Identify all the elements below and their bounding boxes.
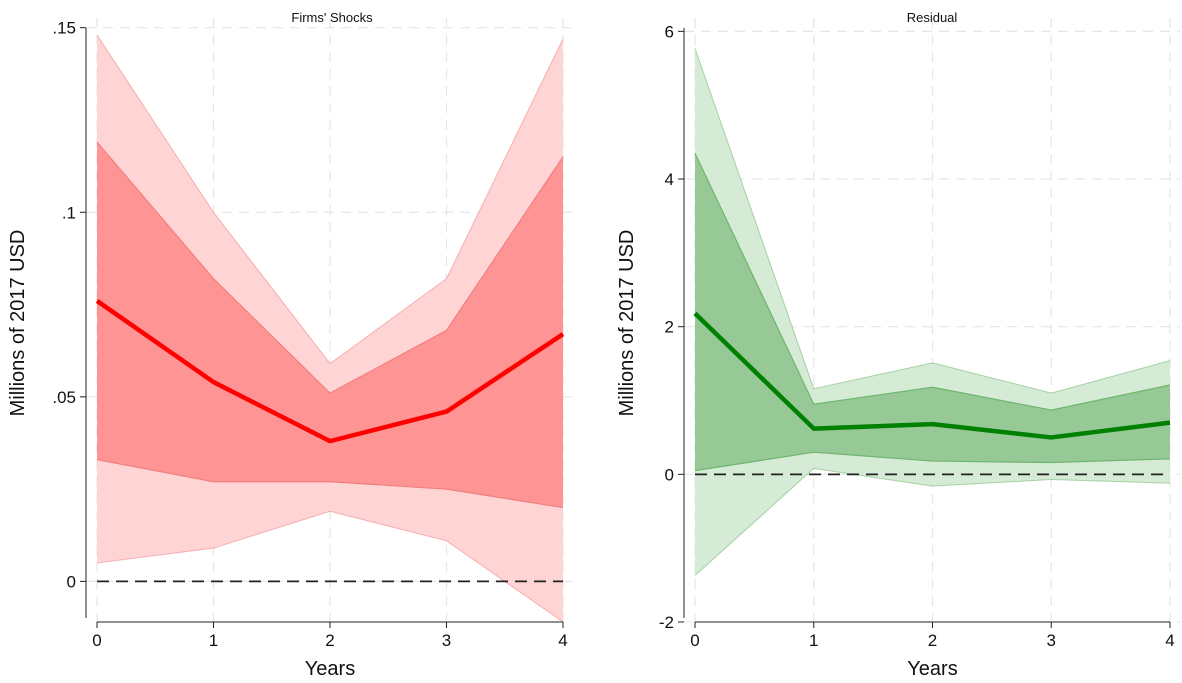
chart-panel-2: -2 0 2 4 6 0 1 2 3 4 Residual Years Millions of 2017… [616, 10, 1180, 680]
outer-band-upper-edge [694, 48, 1171, 394]
inner-confidence-band [695, 153, 1170, 471]
y-tick-label: 0 [67, 572, 76, 591]
y-tick-label: .1 [62, 203, 76, 222]
chart-panel-1: 0 .05 .1 .15 0 1 2 3 4 Firms' Shocks Years Millions… [7, 10, 573, 680]
x-tick-label: 0 [92, 631, 101, 650]
x-tick-label: 2 [928, 631, 937, 650]
y-tick-label: .15 [52, 19, 76, 38]
inner-confidence-band [97, 142, 563, 508]
outer-band-lower-edge [96, 510, 564, 623]
x-tick-label: 1 [209, 631, 218, 650]
x-axis-label: Years [907, 658, 957, 680]
inner-band-lower-edge [694, 451, 1171, 472]
y-axis-label: Millions of 2017 USD [616, 230, 638, 417]
outer-band-lower-edge [694, 467, 1171, 576]
x-tick-label: 4 [558, 631, 567, 650]
x-tick-label: 4 [1165, 631, 1174, 650]
x-tick-label: 3 [1047, 631, 1056, 650]
panel-title: Residual [907, 10, 958, 25]
x-axis-label: Years [305, 658, 355, 680]
y-tick-label: .05 [52, 388, 76, 407]
point-estimate-line [95, 299, 565, 444]
y-tick-label: 4 [665, 170, 674, 189]
inner-band-upper-edge [694, 152, 1171, 411]
y-tick-label: 6 [665, 22, 674, 41]
y-tick-label: -2 [659, 613, 674, 632]
y-axis-label: Millions of 2017 USD [7, 230, 29, 417]
inner-band-lower-edge [96, 458, 564, 509]
outer-band-upper-edge [96, 34, 564, 365]
y-tick-label: 0 [665, 465, 674, 484]
x-tick-label: 3 [442, 631, 451, 650]
panel-title: Firms' Shocks [291, 10, 373, 25]
x-tick-label: 1 [809, 631, 818, 650]
point-estimate-line [693, 311, 1171, 440]
x-tick-label: 0 [690, 631, 699, 650]
y-tick-label: 2 [665, 318, 674, 337]
inner-band-upper-edge [96, 141, 564, 394]
x-tick-label: 2 [325, 631, 334, 650]
